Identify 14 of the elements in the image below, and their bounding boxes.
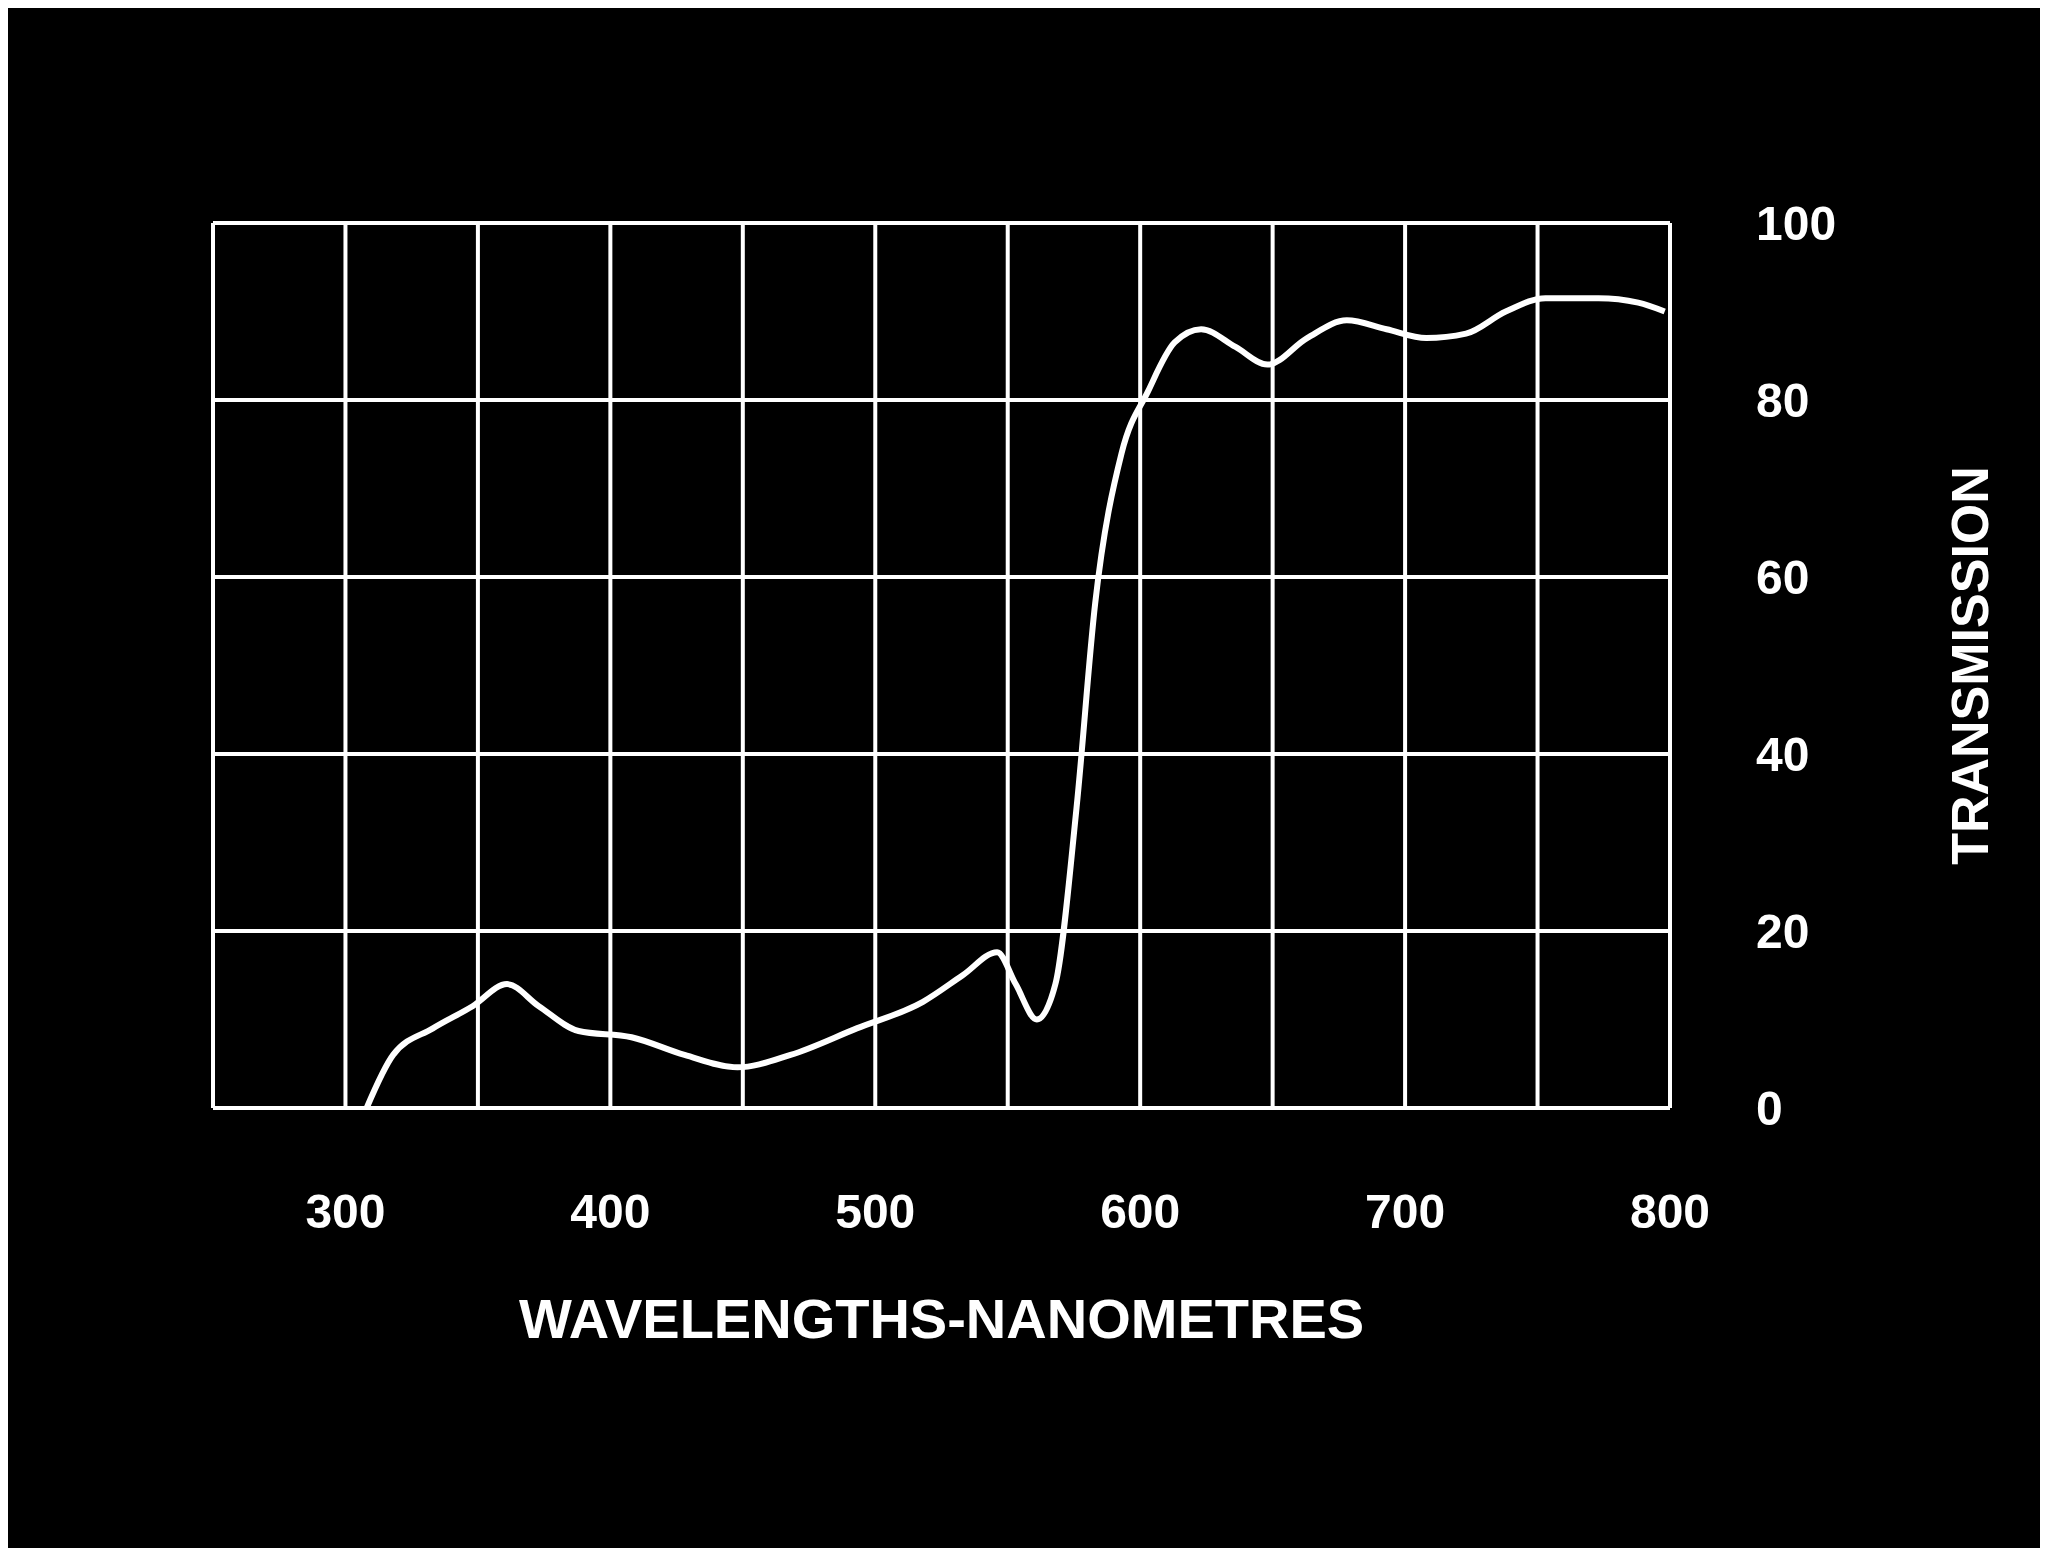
x-tick-label: 800 [1629, 1185, 1711, 1239]
y-tick-label: 80 [1756, 374, 1810, 428]
y-axis-title: TRANSMISSION [1941, 466, 2000, 865]
y-tick-label: 40 [1756, 728, 1810, 782]
y-tick-label: 60 [1756, 551, 1810, 605]
y-tick-label: 100 [1756, 197, 1837, 251]
x-tick-label: 500 [835, 1185, 916, 1239]
x-axis-title: WAVELENGTHS-NANOMETRES [518, 1287, 1365, 1350]
x-tick-label: 300 [305, 1185, 386, 1239]
y-tick-label: 20 [1756, 905, 1810, 959]
y-tick-label: 0 [1756, 1082, 1783, 1136]
x-tick-label: 400 [570, 1185, 651, 1239]
x-tick-label: 600 [1100, 1185, 1181, 1239]
x-tick-label: 700 [1365, 1185, 1446, 1239]
